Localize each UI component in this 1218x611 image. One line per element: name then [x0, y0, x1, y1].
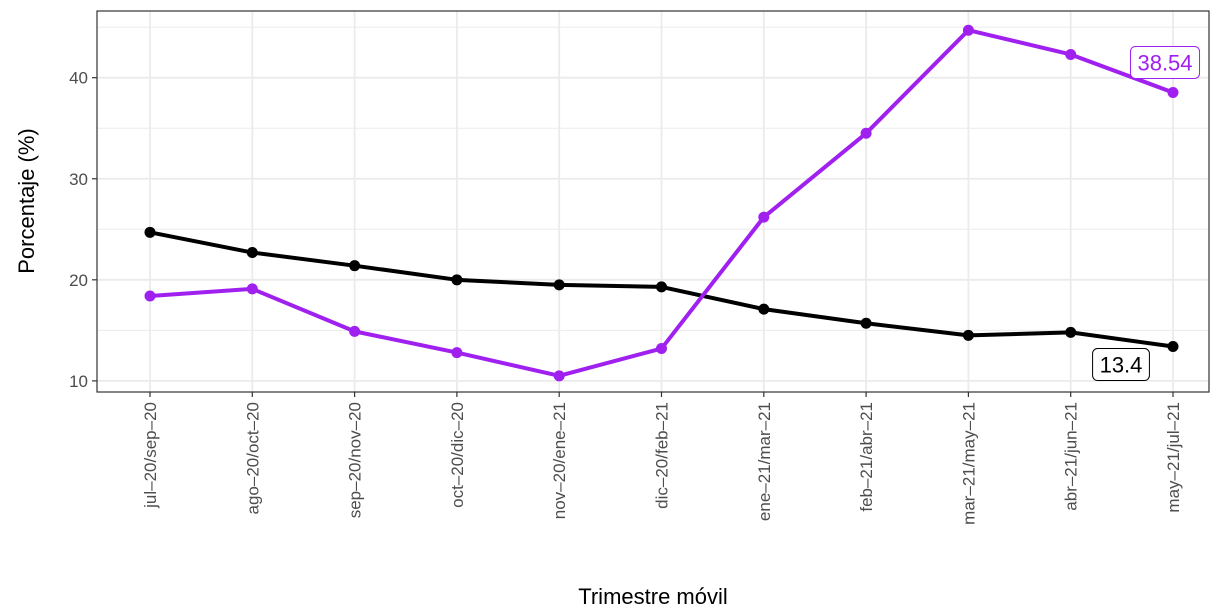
data-point-series-2 [1065, 48, 1077, 60]
x-tick-label: sep–20/nov–20 [346, 402, 365, 518]
series-lines [144, 24, 1179, 382]
x-tick-label: oct–20/dic–20 [448, 402, 467, 508]
data-point-series-1 [553, 279, 565, 291]
data-point-series-1 [656, 281, 667, 293]
data-point-series-2 [1167, 86, 1179, 98]
x-tick-label: may–21/jul–21 [1164, 402, 1183, 513]
data-point-series-1 [451, 274, 463, 286]
y-tick-label: 30 [69, 170, 88, 189]
end-label-series-1: 13.4 [1092, 348, 1150, 382]
data-point-series-2 [962, 24, 974, 36]
data-point-series-2 [656, 343, 667, 355]
y-tick-label: 40 [69, 69, 88, 88]
data-point-series-1 [144, 226, 156, 238]
x-tick-label: mar–21/may–21 [959, 402, 978, 525]
data-point-series-1 [1167, 341, 1179, 353]
data-point-series-1 [246, 247, 258, 259]
data-point-series-2 [349, 325, 361, 337]
data-point-series-1 [860, 317, 872, 329]
end-value-labels: 13.4 38.54 [1092, 45, 1201, 382]
data-point-series-2 [246, 283, 258, 295]
data-point-series-2 [758, 211, 770, 223]
data-point-series-2 [860, 127, 872, 139]
x-axis-title: Trimestre móvil [578, 584, 728, 609]
y-tick-label: 10 [69, 372, 88, 391]
axes: 10 20 30 40 jul–20/sep–20 ago–20/oct–20 sep–20… [69, 69, 1183, 525]
end-label-series-2: 38.54 [1129, 45, 1201, 79]
x-tick-label: jul–20/sep–20 [141, 402, 160, 509]
data-point-series-2 [553, 370, 565, 382]
x-tick-label: ene–21/mar–21 [755, 402, 774, 521]
data-point-series-1 [758, 303, 770, 315]
y-tick-label: 20 [69, 271, 88, 290]
x-tick-label: abr–21/jun–21 [1062, 402, 1081, 511]
x-tick-label: ago–20/oct–20 [243, 402, 262, 515]
end-label-box [1129, 45, 1201, 79]
data-point-series-1 [349, 260, 361, 272]
data-point-series-2 [144, 290, 156, 302]
x-tick-label: nov–20/ene–21 [550, 402, 569, 519]
data-point-series-1 [962, 329, 974, 341]
data-point-series-2 [451, 347, 463, 359]
end-label-text: 13.4 [1100, 353, 1143, 378]
data-point-series-1 [1065, 326, 1077, 338]
x-tick-label: dic–20/feb–21 [653, 402, 672, 509]
y-axis-title: Porcentaje (%) [14, 128, 39, 274]
end-label-box [1092, 348, 1150, 382]
plot-panel-border [96, 10, 1210, 393]
end-label-text: 38.54 [1137, 50, 1192, 75]
plot-panel-background [97, 11, 1209, 392]
x-tick-label: feb–21/abr–21 [857, 402, 876, 512]
